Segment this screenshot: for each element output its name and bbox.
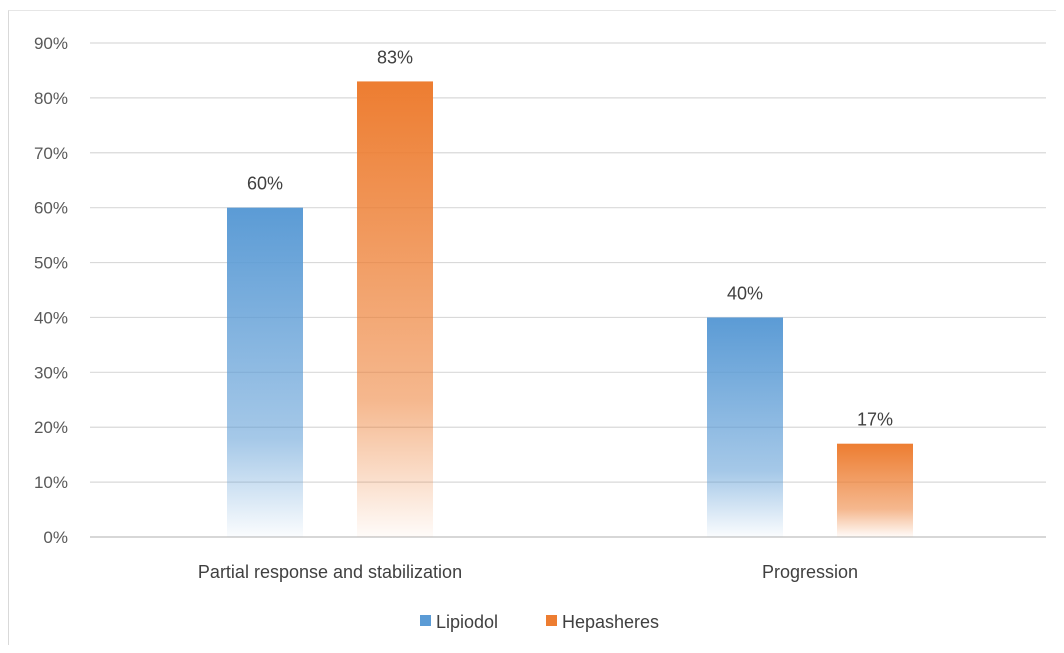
y-tick-label: 40%	[34, 308, 68, 327]
y-tick-label: 0%	[43, 528, 68, 547]
y-tick-label: 30%	[34, 363, 68, 382]
chart-frame	[8, 10, 1056, 645]
data-label: 40%	[727, 283, 763, 303]
data-label: 17%	[857, 410, 893, 430]
legend-swatch	[546, 615, 557, 626]
legend-label: Hepasheres	[562, 612, 659, 632]
x-axis-categories: Partial response and stabilization Progre…	[198, 562, 858, 582]
y-tick-label: 50%	[34, 254, 68, 273]
bar-hepasheres	[357, 81, 433, 537]
y-tick-label: 20%	[34, 418, 68, 437]
x-category-label: Progression	[762, 562, 858, 582]
gridlines	[90, 42, 1046, 538]
y-axis-ticks: 0% 10% 20% 30% 40% 50% 60% 70% 80% 90%	[34, 34, 68, 547]
data-label: 60%	[247, 174, 283, 194]
data-label: 83%	[377, 47, 413, 67]
y-tick-label: 70%	[34, 144, 68, 163]
y-tick-label: 90%	[34, 34, 68, 53]
legend-swatch	[420, 615, 431, 626]
x-category-label: Partial response and stabilization	[198, 562, 462, 582]
legend-label: Lipiodol	[436, 612, 498, 632]
y-tick-label: 10%	[34, 473, 68, 492]
bars	[227, 81, 913, 537]
legend: Lipiodol Hepasheres	[420, 612, 659, 632]
bar-hepasheres	[837, 443, 913, 537]
bar-lipiodol	[227, 207, 303, 537]
bar-lipiodol	[707, 317, 783, 537]
y-tick-label: 60%	[34, 199, 68, 218]
data-labels: 60% 83% 40% 17%	[247, 47, 893, 429]
y-tick-label: 80%	[34, 89, 68, 108]
